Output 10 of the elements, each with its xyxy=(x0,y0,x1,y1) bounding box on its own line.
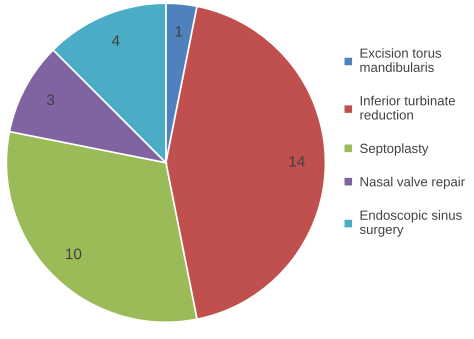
data-label: 1 xyxy=(176,26,182,36)
data-label: 10 xyxy=(66,248,82,260)
data-label: 3 xyxy=(46,94,54,106)
data-label: 4 xyxy=(112,35,120,46)
legend-label: Endoscopic sinus surgery xyxy=(360,210,462,237)
legend-label: Excision torus mandibularis xyxy=(360,48,442,72)
data-label: 14 xyxy=(289,156,305,167)
legend-label: Inferior turbinate reduction xyxy=(360,96,455,120)
legend-label: Septoplasty xyxy=(360,143,428,156)
legend-label: Nasal valve repair xyxy=(360,176,465,190)
